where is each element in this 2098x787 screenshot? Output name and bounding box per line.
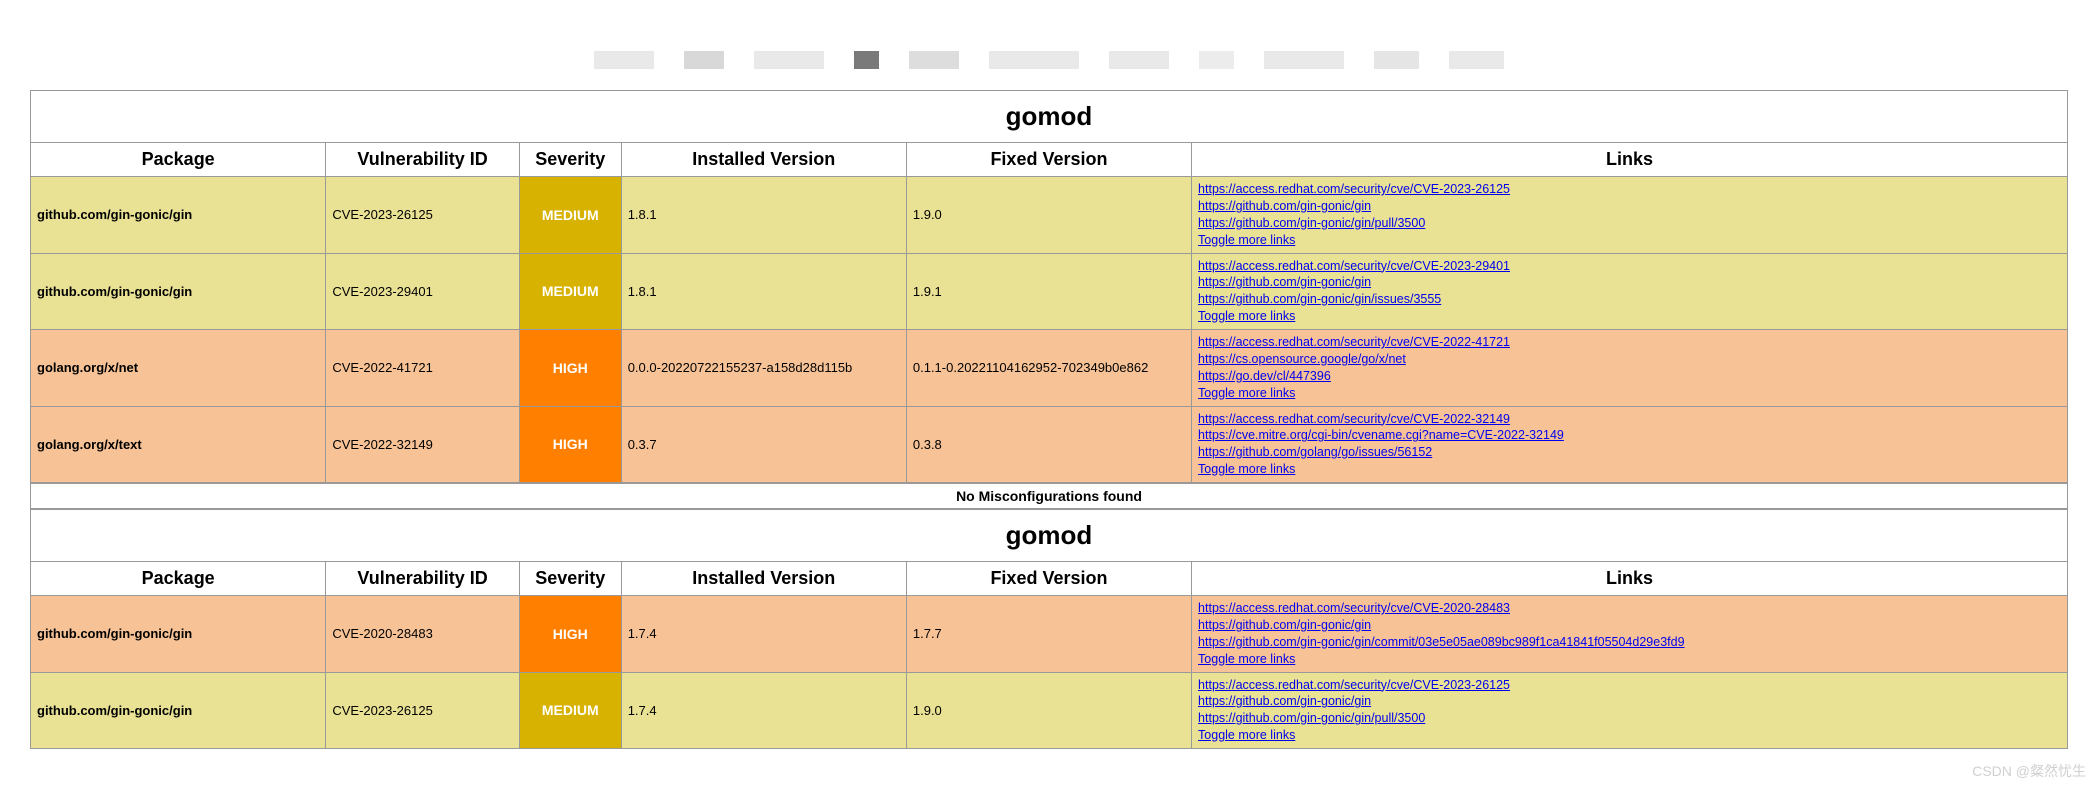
vuln-link[interactable]: https://github.com/gin-gonic/gin/issues/… [1198,291,2061,308]
cell-package: github.com/gin-gonic/gin [31,672,326,749]
cell-severity: HIGH [519,406,621,483]
cell-installed: 0.3.7 [621,406,906,483]
vuln-link[interactable]: https://github.com/gin-gonic/gin/pull/35… [1198,215,2061,232]
cell-severity: HIGH [519,596,621,673]
table-header-row: Package Vulnerability ID Severity Instal… [31,562,2068,596]
cell-links: https://access.redhat.com/security/cve/C… [1192,177,2068,254]
vuln-link[interactable]: https://github.com/gin-gonic/gin/pull/35… [1198,710,2061,727]
vuln-link[interactable]: https://access.redhat.com/security/cve/C… [1198,258,2061,275]
col-severity: Severity [519,143,621,177]
toggle-more-links[interactable]: Toggle more links [1198,651,2061,668]
cell-package: golang.org/x/net [31,330,326,407]
cell-severity: HIGH [519,330,621,407]
vuln-link[interactable]: https://access.redhat.com/security/cve/C… [1198,334,2061,351]
redacted-topbar [30,40,2068,80]
col-package: Package [31,143,326,177]
toggle-more-links[interactable]: Toggle more links [1198,461,2061,478]
cell-installed: 1.7.4 [621,672,906,749]
col-fixed: Fixed Version [906,562,1191,596]
cell-vulnid: CVE-2023-26125 [326,177,520,254]
table-row: golang.org/x/netCVE-2022-41721HIGH0.0.0-… [31,330,2068,407]
vuln-link[interactable]: https://github.com/gin-gonic/gin [1198,274,2061,291]
col-installed: Installed Version [621,143,906,177]
cell-vulnid: CVE-2023-29401 [326,253,520,330]
cell-fixed: 1.9.0 [906,177,1191,254]
cell-installed: 1.7.4 [621,596,906,673]
vuln-link[interactable]: https://go.dev/cl/447396 [1198,368,2061,385]
col-installed: Installed Version [621,562,906,596]
cell-package: golang.org/x/text [31,406,326,483]
cell-installed: 0.0.0-20220722155237-a158d28d115b [621,330,906,407]
cell-package: github.com/gin-gonic/gin [31,177,326,254]
col-severity: Severity [519,562,621,596]
col-links: Links [1192,143,2068,177]
report-container: gomod Package Vulnerability ID Severity … [0,0,2098,749]
table-row: github.com/gin-gonic/ginCVE-2023-26125ME… [31,672,2068,749]
vuln-link[interactable]: https://github.com/gin-gonic/gin [1198,617,2061,634]
vuln-link[interactable]: https://access.redhat.com/security/cve/C… [1198,677,2061,694]
table-row: golang.org/x/textCVE-2022-32149HIGH0.3.7… [31,406,2068,483]
toggle-more-links[interactable]: Toggle more links [1198,308,2061,325]
vuln-link[interactable]: https://github.com/gin-gonic/gin [1198,198,2061,215]
col-package: Package [31,562,326,596]
table-header-row: Package Vulnerability ID Severity Instal… [31,143,2068,177]
vuln-link[interactable]: https://cve.mitre.org/cgi-bin/cvename.cg… [1198,427,2061,444]
cell-package: github.com/gin-gonic/gin [31,596,326,673]
cell-links: https://access.redhat.com/security/cve/C… [1192,596,2068,673]
table-row: github.com/gin-gonic/ginCVE-2023-29401ME… [31,253,2068,330]
toggle-more-links[interactable]: Toggle more links [1198,727,2061,744]
cell-severity: MEDIUM [519,253,621,330]
vuln-link[interactable]: https://github.com/gin-gonic/gin [1198,693,2061,710]
cell-severity: MEDIUM [519,177,621,254]
col-vulnid: Vulnerability ID [326,143,520,177]
cell-severity: MEDIUM [519,672,621,749]
vuln-link[interactable]: https://github.com/golang/go/issues/5615… [1198,444,2061,461]
table-row: github.com/gin-gonic/ginCVE-2023-26125ME… [31,177,2068,254]
col-vulnid: Vulnerability ID [326,562,520,596]
cell-links: https://access.redhat.com/security/cve/C… [1192,672,2068,749]
cell-links: https://access.redhat.com/security/cve/C… [1192,253,2068,330]
cell-fixed: 1.9.1 [906,253,1191,330]
vuln-link[interactable]: https://github.com/gin-gonic/gin/commit/… [1198,634,2061,651]
cell-fixed: 1.9.0 [906,672,1191,749]
watermark: CSDN @粲然忧生 [1972,761,2086,781]
cell-installed: 1.8.1 [621,253,906,330]
vuln-link[interactable]: https://cs.opensource.google/go/x/net [1198,351,2061,368]
toggle-more-links[interactable]: Toggle more links [1198,385,2061,402]
col-fixed: Fixed Version [906,143,1191,177]
cell-links: https://access.redhat.com/security/cve/C… [1192,406,2068,483]
vuln-table-2: Package Vulnerability ID Severity Instal… [30,561,2068,749]
toggle-more-links[interactable]: Toggle more links [1198,232,2061,249]
cell-links: https://access.redhat.com/security/cve/C… [1192,330,2068,407]
vuln-link[interactable]: https://access.redhat.com/security/cve/C… [1198,600,2061,617]
cell-fixed: 0.3.8 [906,406,1191,483]
cell-vulnid: CVE-2023-26125 [326,672,520,749]
cell-installed: 1.8.1 [621,177,906,254]
cell-vulnid: CVE-2020-28483 [326,596,520,673]
cell-fixed: 1.7.7 [906,596,1191,673]
vuln-link[interactable]: https://access.redhat.com/security/cve/C… [1198,181,2061,198]
cell-package: github.com/gin-gonic/gin [31,253,326,330]
col-links: Links [1192,562,2068,596]
no-misconfig-msg: No Misconfigurations found [30,483,2068,509]
cell-vulnid: CVE-2022-41721 [326,330,520,407]
section2-title: gomod [30,509,2068,561]
cell-fixed: 0.1.1-0.20221104162952-702349b0e862 [906,330,1191,407]
cell-vulnid: CVE-2022-32149 [326,406,520,483]
vuln-link[interactable]: https://access.redhat.com/security/cve/C… [1198,411,2061,428]
table-row: github.com/gin-gonic/ginCVE-2020-28483HI… [31,596,2068,673]
vuln-table-1: Package Vulnerability ID Severity Instal… [30,142,2068,483]
section1-title: gomod [30,90,2068,142]
